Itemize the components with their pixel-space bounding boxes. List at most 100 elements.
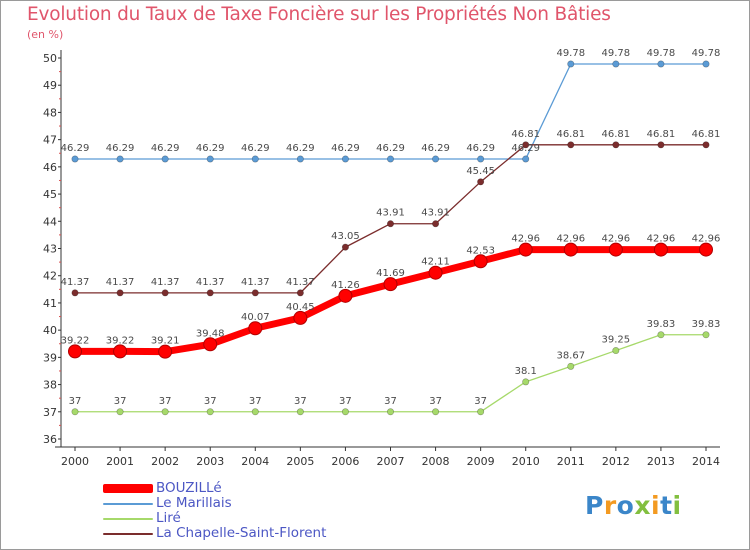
x-tick-label: 2006	[331, 455, 359, 468]
y-tick-label: 47	[43, 134, 57, 147]
logo-letter: x	[634, 491, 651, 520]
data-point	[293, 310, 308, 325]
data-point	[251, 408, 259, 416]
data-point	[473, 254, 488, 269]
data-point	[296, 408, 304, 416]
data-label: 46.29	[421, 143, 450, 154]
data-label: 39.83	[647, 319, 676, 330]
data-label: 46.81	[556, 129, 585, 140]
legend-item: La Chapelle-Saint-Florent	[103, 526, 326, 541]
data-label: 41.37	[151, 277, 180, 288]
data-point	[386, 408, 394, 416]
data-point	[567, 141, 575, 149]
data-point	[702, 60, 710, 68]
data-label: 37	[294, 396, 307, 407]
legend-label: La Chapelle-Saint-Florent	[156, 525, 327, 541]
data-point	[612, 60, 620, 68]
data-point	[296, 289, 304, 297]
data-point	[338, 288, 353, 303]
data-point	[296, 155, 304, 163]
data-point	[206, 289, 214, 297]
y-tick-label: 36	[43, 433, 57, 446]
legend-swatch	[103, 484, 153, 493]
y-tick-label: 42	[43, 270, 57, 283]
data-label: 37	[114, 396, 127, 407]
data-label: 39.22	[61, 335, 90, 346]
data-label: 41.26	[331, 280, 360, 291]
x-tick-label: 2005	[286, 455, 314, 468]
data-point	[522, 141, 530, 149]
data-label: 37	[69, 396, 82, 407]
data-label: 42.96	[647, 234, 676, 245]
data-point	[116, 289, 124, 297]
data-label: 46.29	[286, 143, 315, 154]
data-point	[206, 408, 214, 416]
data-point	[251, 289, 259, 297]
data-point	[477, 408, 485, 416]
x-tick-label: 2002	[151, 455, 179, 468]
logo-letter: i	[651, 491, 661, 520]
data-point	[341, 155, 349, 163]
y-tick-label: 43	[43, 243, 57, 256]
legend-label: Liré	[156, 510, 181, 526]
data-label: 41.69	[376, 268, 405, 279]
y-tick-label: 46	[43, 161, 57, 174]
x-tick-label: 2009	[467, 455, 495, 468]
data-label: 42.96	[602, 234, 631, 245]
data-point	[657, 331, 665, 339]
y-tick-label: 41	[43, 297, 57, 310]
data-point	[71, 155, 79, 163]
y-tick-label: 45	[43, 188, 57, 201]
data-label: 41.37	[286, 277, 315, 288]
data-label: 46.29	[61, 143, 90, 154]
legend-label: BOUZILLé	[156, 480, 222, 496]
data-point	[116, 408, 124, 416]
data-label: 46.29	[376, 143, 405, 154]
data-label: 46.29	[106, 143, 135, 154]
data-point	[563, 242, 578, 257]
x-tick-label: 2007	[377, 455, 405, 468]
data-label: 37	[204, 396, 217, 407]
data-label: 46.29	[196, 143, 225, 154]
data-label: 39.25	[602, 335, 631, 346]
data-label: 43.91	[421, 208, 450, 219]
data-point	[428, 265, 443, 280]
data-point	[161, 408, 169, 416]
legend-item: Le Marillais	[103, 496, 326, 511]
data-label: 40.45	[286, 302, 315, 313]
data-label: 46.29	[331, 143, 360, 154]
data-label: 49.78	[556, 48, 585, 59]
data-label: 38.1	[515, 366, 537, 377]
data-point	[657, 141, 665, 149]
data-label: 42.96	[556, 234, 585, 245]
x-tick-label: 2003	[196, 455, 224, 468]
data-point	[71, 408, 79, 416]
data-point	[203, 337, 218, 352]
data-point	[386, 220, 394, 228]
logo-letter: P	[585, 491, 604, 520]
x-tick-label: 2012	[602, 455, 630, 468]
data-label: 41.37	[196, 277, 225, 288]
data-label: 37	[474, 396, 487, 407]
data-label: 46.81	[511, 129, 540, 140]
y-tick-label: 48	[43, 106, 57, 119]
data-label: 39.22	[106, 335, 135, 346]
data-label: 41.37	[241, 277, 270, 288]
axes: 36 37 38 39 40 41 42 43 44 45 46 47 48 49 50 2000 2001 20…	[43, 50, 720, 468]
data-point	[341, 408, 349, 416]
proxiti-logo: Proxiti	[585, 491, 682, 520]
data-label: 46.81	[602, 129, 631, 140]
logo-letter: t	[660, 491, 673, 520]
data-label: 43.91	[376, 208, 405, 219]
data-point	[477, 155, 485, 163]
x-tick-label: 2010	[512, 455, 540, 468]
data-label: 42.96	[692, 234, 721, 245]
logo-letter: r	[603, 491, 617, 520]
data-point	[68, 344, 82, 359]
data-point	[206, 155, 214, 163]
y-tick-label: 44	[43, 215, 57, 228]
data-label: 46.81	[692, 129, 721, 140]
data-label: 39.21	[151, 336, 180, 347]
data-point	[608, 242, 623, 257]
